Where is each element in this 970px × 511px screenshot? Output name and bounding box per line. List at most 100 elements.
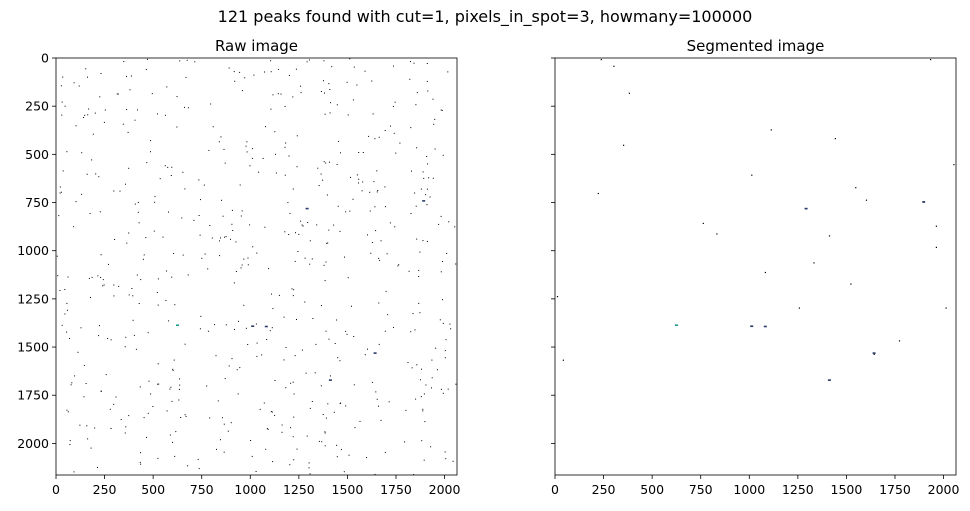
axes-title: Segmented image — [687, 37, 825, 55]
image-pixel — [223, 423, 225, 425]
image-pixel — [454, 226, 456, 228]
image-pixel — [157, 304, 159, 306]
image-pixel — [243, 304, 245, 306]
image-pixel — [128, 415, 130, 417]
image-pixel — [97, 275, 99, 277]
image-pixel — [66, 309, 68, 311]
image-pixel — [324, 280, 326, 282]
image-pixel — [374, 206, 376, 208]
axes-2: Segmented image 0 250 500 750 1000 1250 1500 175… — [551, 37, 960, 497]
image-pixel — [165, 300, 167, 301]
image-pixel — [148, 380, 150, 382]
peak-highlight — [922, 201, 926, 203]
image-pixel — [275, 153, 276, 155]
x-tick-label: 750 — [689, 482, 713, 497]
image-pixel — [285, 142, 287, 144]
image-pixel — [364, 70, 366, 72]
image-pixel — [172, 369, 174, 371]
image-pixel — [434, 148, 436, 150]
image-pixel — [416, 147, 418, 149]
image-pixel — [336, 456, 338, 458]
image-pixel — [225, 324, 227, 326]
image-pixel — [345, 330, 347, 332]
image-pixel — [297, 251, 299, 252]
image-pixel — [167, 166, 169, 168]
image-pixel — [150, 151, 151, 153]
peak-pixel — [953, 164, 955, 166]
x-tick-label: 1000 — [234, 482, 266, 497]
image-pixel — [157, 278, 159, 280]
image-pixel — [359, 420, 361, 422]
image-pixel — [325, 417, 327, 419]
image-pixel — [204, 253, 206, 255]
image-pixel — [246, 141, 248, 143]
image-pixel — [184, 343, 186, 345]
image-pixel — [419, 312, 421, 314]
image-pixel — [159, 178, 161, 180]
image-pixel — [289, 212, 291, 214]
image-pixel — [409, 78, 411, 80]
image-pixel — [369, 210, 371, 212]
image-pixel — [329, 89, 331, 90]
image-pixel — [428, 177, 430, 179]
y-tick-label: 1500 — [17, 340, 49, 355]
image-pixel — [98, 335, 100, 337]
image-pixel — [235, 271, 237, 272]
image-pixel — [449, 323, 451, 325]
image-pixel — [455, 383, 457, 385]
image-pixel — [348, 454, 350, 456]
image-pixel — [62, 76, 64, 78]
image-pixel — [126, 242, 128, 244]
image-pixel — [415, 104, 417, 106]
image-pixel — [119, 190, 121, 192]
image-pixel — [386, 253, 388, 255]
image-pixel — [442, 261, 444, 262]
peak-pixel — [600, 59, 602, 61]
x-tick-label: 1500 — [332, 482, 364, 497]
image-pixel — [344, 256, 345, 258]
image-pixel — [69, 444, 71, 445]
image-pixel — [166, 270, 167, 272]
image-pixel — [444, 451, 446, 453]
image-pixel — [157, 383, 159, 385]
image-pixel — [307, 222, 309, 223]
image-pixel — [445, 458, 447, 460]
image-pixel — [206, 385, 208, 387]
image-pixel — [426, 80, 428, 82]
image-pixel — [272, 461, 274, 463]
image-pixel — [420, 379, 421, 381]
y-tick-label: 0 — [41, 51, 49, 66]
image-pixel — [410, 213, 412, 214]
x-tick-label: 250 — [592, 482, 616, 497]
image-pixel — [252, 246, 254, 248]
peak-pixel — [628, 92, 630, 94]
image-pixel — [354, 427, 356, 429]
image-pixel — [340, 449, 342, 451]
image-pixel — [426, 63, 428, 64]
peak-pixel — [855, 187, 857, 189]
image-pixel — [123, 61, 125, 62]
image-pixel — [426, 156, 428, 157]
image-pixel — [384, 206, 386, 208]
image-pixel — [59, 290, 61, 291]
image-pixel — [352, 198, 354, 200]
image-pixel — [442, 322, 444, 324]
image-pixel — [288, 155, 290, 157]
image-pixel — [413, 62, 415, 64]
image-pixel — [137, 201, 139, 203]
peak-pixel — [562, 359, 564, 361]
image-pixel — [414, 192, 416, 194]
image-pixel — [239, 367, 241, 369]
image-pixel — [347, 277, 349, 279]
image-pixel — [440, 109, 442, 111]
plot-area — [56, 58, 457, 475]
image-pixel — [265, 126, 266, 128]
image-pixel — [281, 424, 283, 426]
image-pixel — [292, 381, 294, 383]
image-pixel — [376, 170, 378, 172]
image-pixel — [374, 138, 376, 140]
image-pixel — [117, 93, 119, 95]
x-tick-label: 250 — [93, 482, 117, 497]
image-pixel — [81, 152, 83, 154]
image-pixel — [89, 213, 91, 214]
